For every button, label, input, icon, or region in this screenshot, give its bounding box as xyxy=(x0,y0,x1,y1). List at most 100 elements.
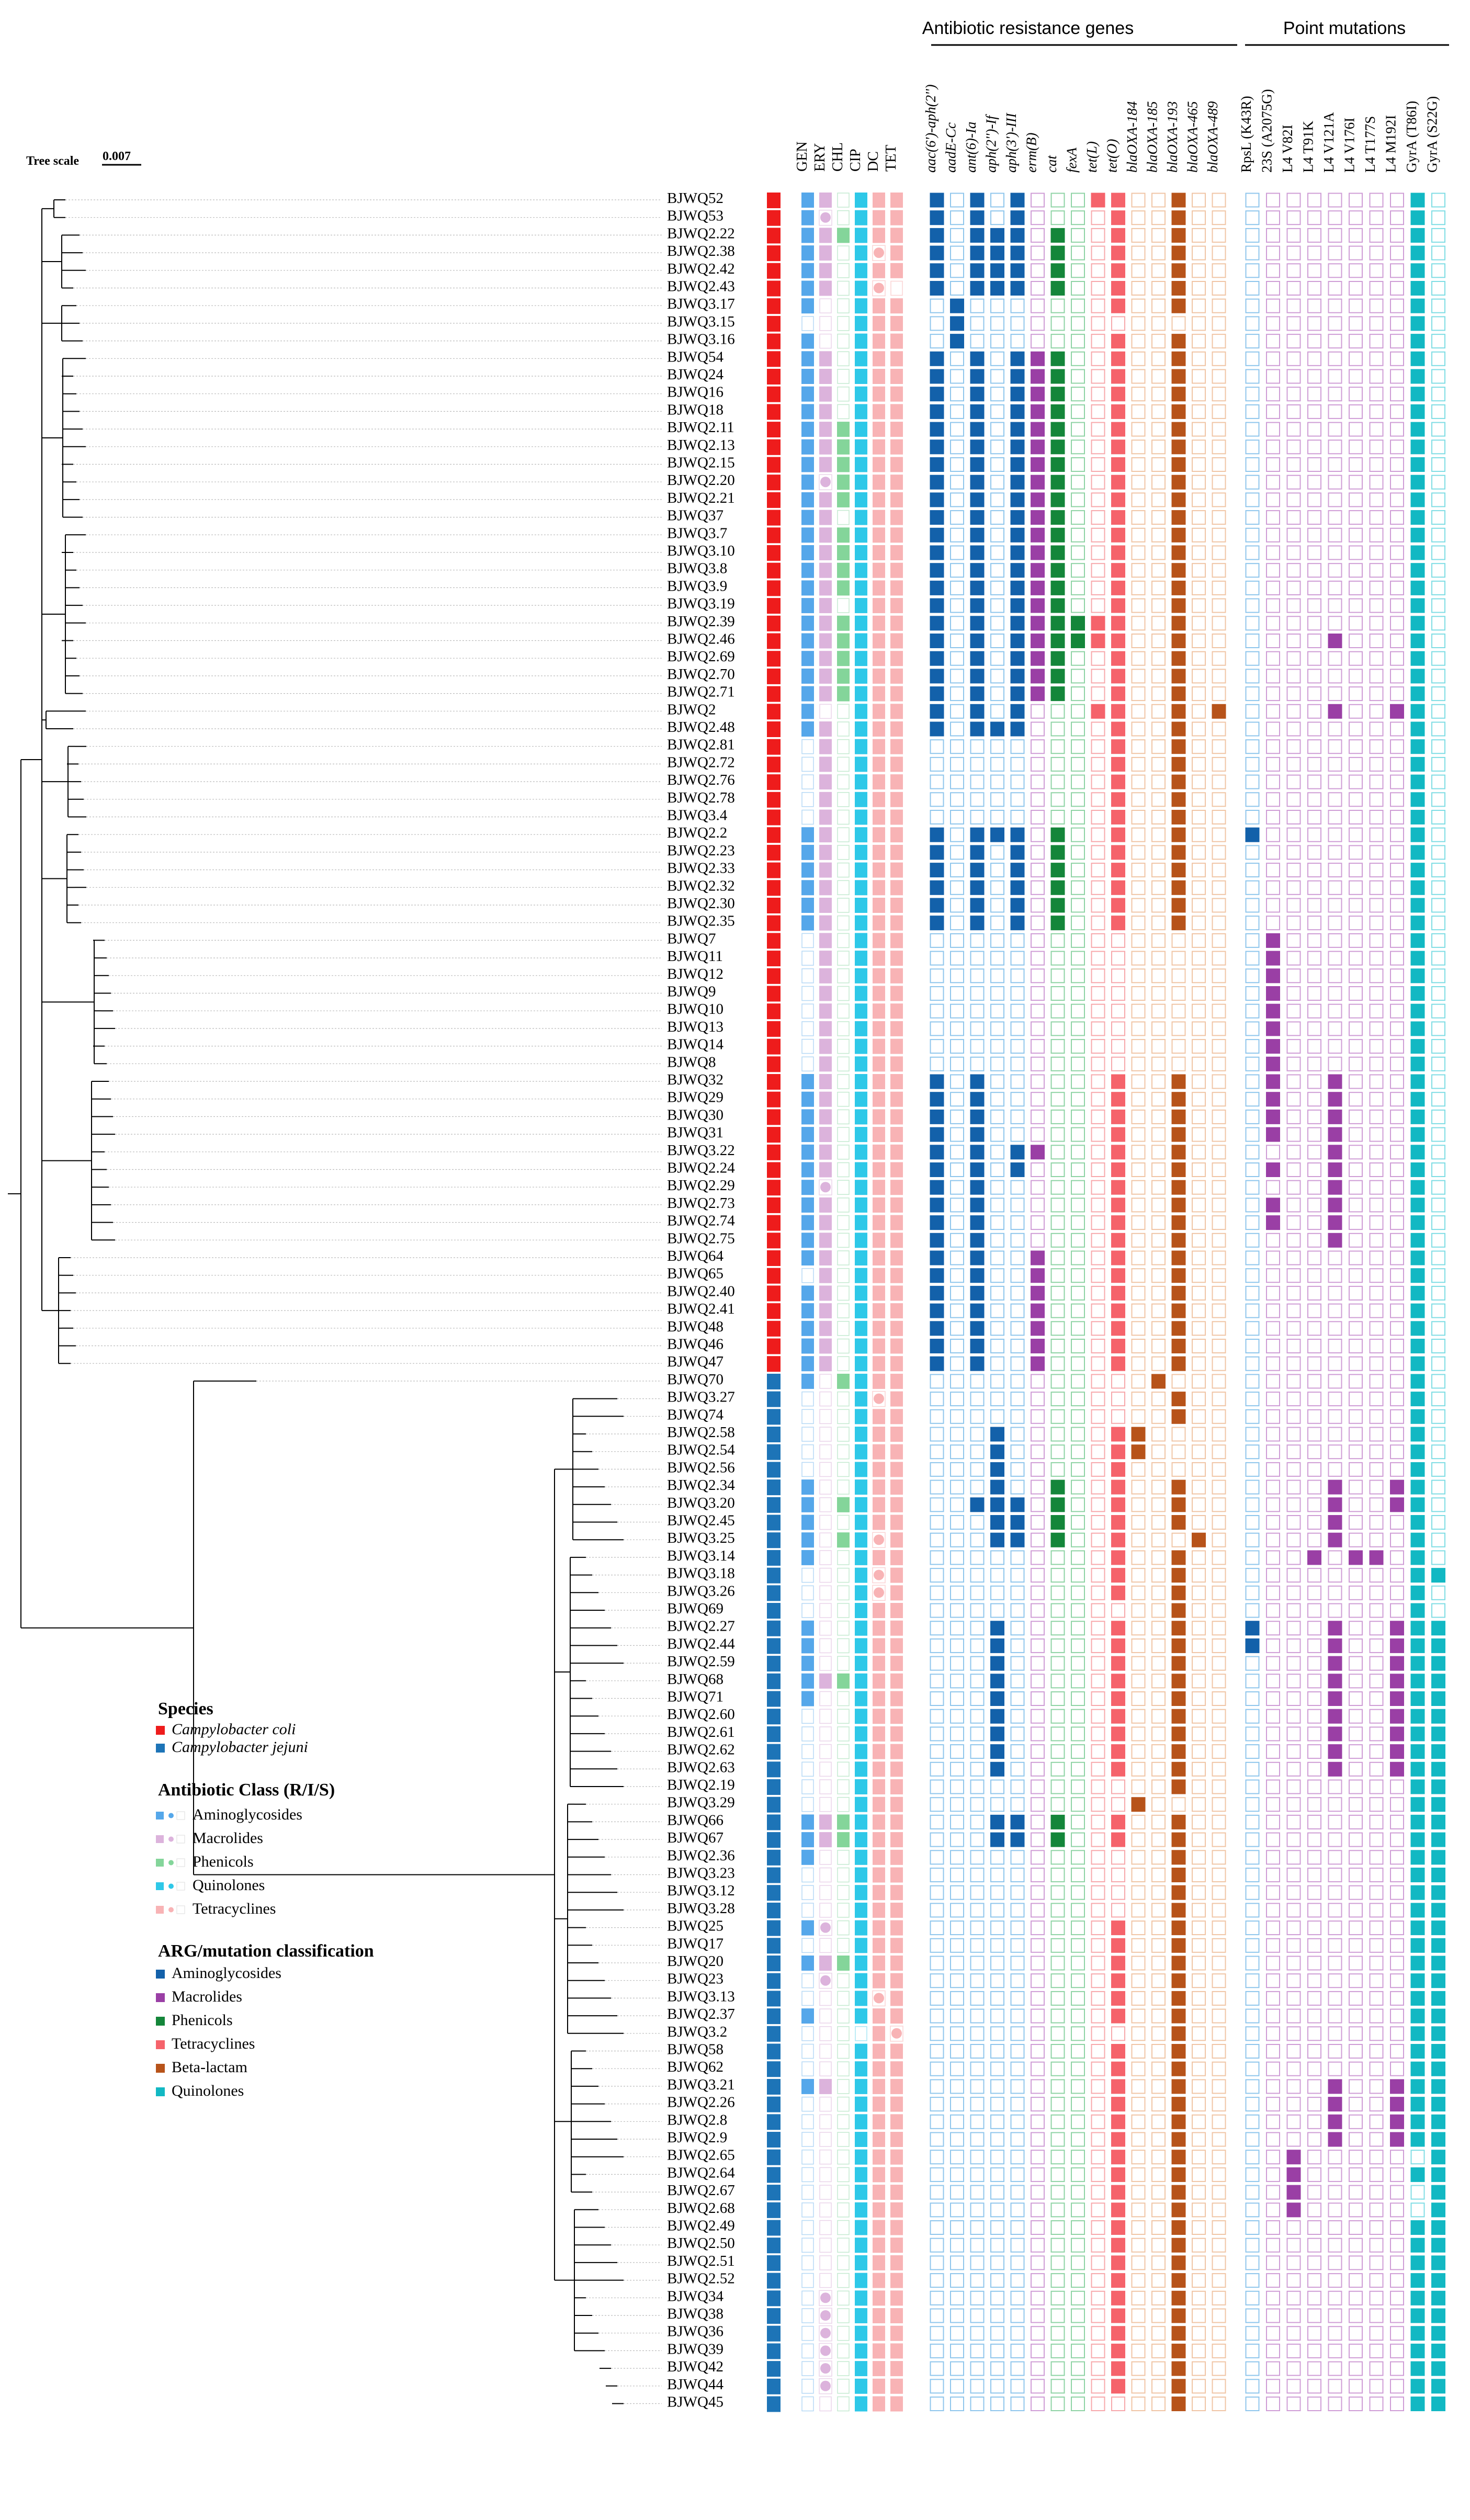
pheno-cell-susceptible xyxy=(819,1691,832,1707)
arg-cell-absent xyxy=(1071,1109,1085,1124)
mutation-cell-absent xyxy=(1245,1444,1260,1460)
arg-cell-absent xyxy=(1171,1039,1186,1054)
arg-cell-absent xyxy=(930,2150,944,2165)
arg-cell-absent xyxy=(930,1656,944,1671)
arg-cell-absent xyxy=(1091,2379,1105,2394)
arg-header-blaoxa-489: blaOXA-489 xyxy=(1205,101,1220,173)
arg-cell-present xyxy=(1171,827,1186,843)
arg-cell-absent xyxy=(950,845,964,860)
mutation-cell-absent xyxy=(1307,2326,1321,2341)
legend-species-coli: Campylobacter coli xyxy=(172,1721,296,1738)
pheno-cell-resistant xyxy=(837,562,850,578)
species-cell xyxy=(767,1479,781,1496)
arg-cell-present xyxy=(969,280,985,296)
arg-cell-absent xyxy=(1031,774,1045,789)
mutation-cell-present xyxy=(1389,1744,1405,1760)
mutation-cell-absent xyxy=(1349,1092,1363,1107)
arg-cell-absent xyxy=(990,1585,1004,1600)
mutation-header-gyra-t86i: GyrA (T86I) xyxy=(1404,101,1419,173)
arg-cell-absent xyxy=(1192,545,1206,560)
arg-cell-present xyxy=(929,703,945,719)
arg-cell-absent xyxy=(1091,1233,1105,1248)
pheno-cell-resistant xyxy=(801,1532,814,1548)
arg-cell-absent xyxy=(1071,245,1085,261)
mutation-cell-absent xyxy=(1431,756,1445,772)
pheno-cell-susceptible xyxy=(801,1903,814,1918)
mutation-cell-absent xyxy=(1349,634,1363,648)
mutation-cell-present xyxy=(1410,1849,1426,1866)
mutation-cell-absent xyxy=(1328,1444,1342,1460)
mutation-cell-absent xyxy=(1369,2008,1384,2024)
arg-cell-absent xyxy=(1131,1674,1146,1689)
arg-cell-present xyxy=(1111,633,1126,649)
mutation-cell-absent xyxy=(1369,334,1384,349)
legend-arg-swatch xyxy=(156,1970,165,1979)
pheno-cell-resistant xyxy=(819,968,832,984)
mutation-cell-absent xyxy=(1390,2343,1404,2358)
pheno-cell-resistant xyxy=(873,1832,885,1848)
pheno-cell-resistant xyxy=(890,2043,903,2059)
pheno-cell-susceptible xyxy=(837,1391,850,1407)
arg-cell-absent xyxy=(1031,298,1045,313)
arg-cell-absent xyxy=(1212,2044,1226,2059)
arg-cell-absent xyxy=(1091,1250,1105,1265)
arg-cell-present xyxy=(1111,1303,1126,1319)
arg-cell-absent xyxy=(1010,2132,1025,2147)
mutation-cell-absent xyxy=(1245,1074,1260,1089)
arg-cell-absent xyxy=(1071,986,1085,1001)
mutation-cell-absent xyxy=(1286,2026,1301,2041)
mutation-cell-absent xyxy=(1369,669,1384,684)
mutation-cell-absent xyxy=(1266,1374,1280,1389)
mutation-cell-absent xyxy=(1349,1903,1363,1918)
mutation-cell-present xyxy=(1265,968,1281,984)
pheno-cell-resistant xyxy=(890,2255,903,2270)
strain-label-bjwq17: BJWQ17 xyxy=(667,1935,723,1952)
mutation-cell-present xyxy=(1410,968,1426,984)
arg-cell-absent xyxy=(930,2343,944,2358)
mutation-cell-absent xyxy=(1245,1303,1260,1318)
arg-cell-absent xyxy=(1010,2361,1025,2376)
arg-cell-absent xyxy=(990,651,1004,666)
arg-cell-absent xyxy=(1212,2290,1226,2306)
arg-cell-absent xyxy=(1192,2167,1206,2182)
mutation-cell-absent xyxy=(1349,1991,1363,2006)
pheno-cell-susceptible xyxy=(801,2132,814,2147)
mutation-cell-absent xyxy=(1328,1303,1342,1318)
arg-cell-absent xyxy=(930,2114,944,2129)
mutation-cell-present xyxy=(1410,1744,1426,1760)
pheno-cell-resistant xyxy=(873,2238,885,2253)
arg-cell-present xyxy=(1171,1585,1186,1601)
arg-cell-absent xyxy=(950,1356,964,1371)
strain-label-bjwq58: BJWQ58 xyxy=(667,2041,723,2058)
mutation-cell-absent xyxy=(1307,1691,1321,1706)
mutation-cell-absent xyxy=(1431,245,1445,261)
arg-cell-absent xyxy=(1192,863,1206,878)
mutation-cell-absent xyxy=(1286,580,1301,595)
arg-cell-absent xyxy=(1010,1850,1025,1865)
arg-cell-absent xyxy=(1111,933,1125,948)
arg-cell-absent xyxy=(1131,880,1146,895)
pheno-cell-susceptible xyxy=(837,862,850,878)
mutation-cell-absent xyxy=(1286,1585,1301,1600)
arg-cell-absent xyxy=(990,951,1004,966)
arg-cell-absent xyxy=(1010,2273,1025,2288)
arg-cell-absent xyxy=(970,1603,985,1618)
arg-cell-present xyxy=(1111,792,1126,808)
strain-label-bjwq2-2: BJWQ2.2 xyxy=(667,824,727,841)
arg-cell-absent xyxy=(930,298,944,313)
arg-cell-absent xyxy=(970,1956,985,1971)
mutation-cell-absent xyxy=(1245,1973,1260,1988)
pheno-cell-resistant xyxy=(890,1497,903,1512)
arg-cell-present xyxy=(1030,633,1045,649)
arg-cell-absent xyxy=(1031,1215,1045,1230)
arg-cell-absent xyxy=(1031,1409,1045,1424)
arg-cell-present xyxy=(929,457,945,472)
mutation-cell-present xyxy=(1410,1550,1426,1566)
arg-cell-absent xyxy=(1192,2397,1206,2411)
arg-cell-present xyxy=(990,1444,1005,1460)
arg-cell-absent xyxy=(970,1832,985,1847)
arg-cell-absent xyxy=(1031,1479,1045,1495)
arg-cell-absent xyxy=(1192,210,1206,225)
mutation-cell-absent xyxy=(1369,2255,1384,2270)
arg-cell-absent xyxy=(1151,1621,1166,1636)
